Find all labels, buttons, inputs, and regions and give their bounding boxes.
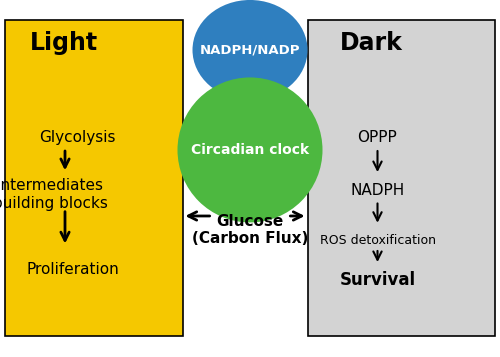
Text: Glucose
(Carbon Flux): Glucose (Carbon Flux) [192, 214, 308, 246]
Text: Glycolysis: Glycolysis [39, 130, 116, 145]
Text: Proliferation: Proliferation [26, 262, 119, 277]
FancyBboxPatch shape [5, 20, 182, 336]
Text: OPPP: OPPP [358, 130, 398, 145]
Text: Light: Light [30, 31, 98, 55]
Text: Intermediates
building blocks: Intermediates building blocks [0, 178, 108, 211]
Text: NADPH: NADPH [350, 183, 405, 198]
Text: Circadian clock: Circadian clock [191, 143, 309, 157]
Text: Survival: Survival [340, 271, 415, 289]
Ellipse shape [192, 0, 308, 100]
Text: Dark: Dark [340, 31, 403, 55]
Text: ROS detoxification: ROS detoxification [320, 235, 436, 247]
FancyBboxPatch shape [308, 20, 495, 336]
Ellipse shape [178, 77, 322, 222]
Text: NADPH/NADP: NADPH/NADP [200, 44, 300, 56]
